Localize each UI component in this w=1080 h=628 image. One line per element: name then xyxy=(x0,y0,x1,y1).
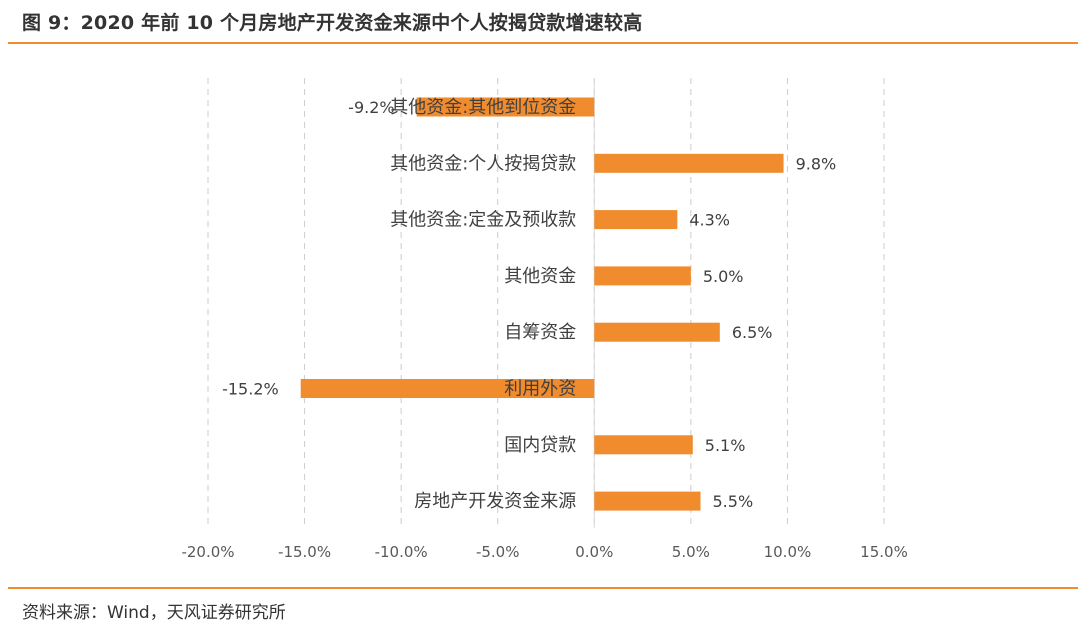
category-label: 利用外资 xyxy=(504,379,576,400)
category-label: 国内贷款 xyxy=(504,435,576,456)
category-label: 其他资金:其他到位资金 xyxy=(390,97,576,118)
category-label: 其他资金:定金及预收款 xyxy=(390,210,576,231)
data-label: 5.1% xyxy=(705,436,746,455)
category-labels: 其他资金:其他到位资金其他资金:个人按揭贷款其他资金:定金及预收款其他资金自筹资… xyxy=(390,97,576,512)
bar xyxy=(594,153,784,173)
x-tick-label: 15.0% xyxy=(860,543,908,561)
gridlines xyxy=(207,78,885,528)
bar xyxy=(594,210,678,230)
bar xyxy=(594,322,720,342)
category-label: 自筹资金 xyxy=(504,322,576,343)
data-label: 5.5% xyxy=(713,492,754,511)
bar xyxy=(594,491,701,511)
bar-chart: 其他资金:其他到位资金其他资金:个人按揭贷款其他资金:定金及预收款其他资金自筹资… xyxy=(181,78,908,561)
title-divider xyxy=(8,42,1078,44)
data-label: -15.2% xyxy=(222,380,279,399)
x-tick-label: -15.0% xyxy=(278,543,331,561)
x-tick-label: 10.0% xyxy=(764,543,812,561)
data-label: 4.3% xyxy=(689,211,730,230)
data-label: 5.0% xyxy=(703,267,744,286)
source-note: 资料来源：Wind，天风证券研究所 xyxy=(22,603,286,623)
x-tick-label: 5.0% xyxy=(672,543,710,561)
data-label: -9.2% xyxy=(348,98,394,117)
data-labels: -9.2% 9.8% 4.3% 5.0% 6.5% -15.2% 5.1% 5.5% xyxy=(222,98,836,511)
x-tick-label: -5.0% xyxy=(476,543,520,561)
bar xyxy=(594,435,693,455)
x-axis-ticks: -20.0% -15.0% -10.0% -5.0% 0.0% 5.0% 10.0% 15.0… xyxy=(181,543,907,561)
data-label: 9.8% xyxy=(796,154,837,173)
category-label: 房地产开发资金来源 xyxy=(414,491,576,512)
bar xyxy=(416,97,595,117)
bar xyxy=(300,379,595,398)
bars xyxy=(300,97,784,511)
data-label: 6.5% xyxy=(732,323,773,342)
category-label: 其他资金:个人按揭贷款 xyxy=(390,153,576,174)
chart-title: 图 9：2020 年前 10 个月房地产开发资金来源中个人按揭贷款增速较高 xyxy=(22,12,643,34)
x-tick-label: 0.0% xyxy=(575,543,613,561)
category-label: 其他资金 xyxy=(504,266,576,287)
x-tick-label: -10.0% xyxy=(375,543,428,561)
bar xyxy=(594,266,691,286)
footer-divider xyxy=(8,587,1078,589)
x-tick-label: -20.0% xyxy=(181,543,234,561)
